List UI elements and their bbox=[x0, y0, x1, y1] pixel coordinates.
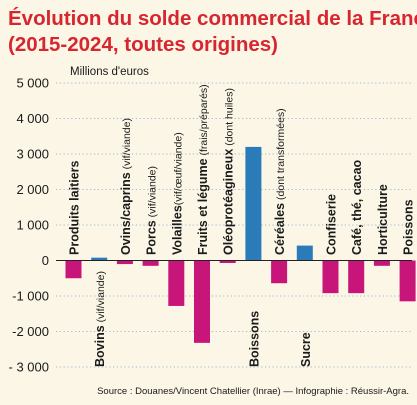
category-label-main: Porcs bbox=[145, 220, 159, 255]
category-label: Fruits et légume (frais/préparés) bbox=[196, 84, 210, 255]
category-label: Sucre bbox=[299, 332, 313, 367]
bars bbox=[65, 146, 416, 343]
y-tick-label: 5 000 bbox=[16, 76, 49, 91]
category-label: Horticulture bbox=[376, 184, 390, 255]
bar bbox=[65, 260, 82, 279]
category-label: Produits laitiers bbox=[68, 160, 82, 255]
y-tick-label: 2 000 bbox=[16, 182, 49, 197]
chart-title: Évolution du solde commercial de la Fran… bbox=[8, 7, 417, 56]
category-label-main: Fruits et légume bbox=[196, 158, 210, 255]
bar bbox=[116, 260, 133, 265]
y-tick-label: - 3 000 bbox=[9, 360, 49, 375]
category-label-sub: (dont transformées) bbox=[275, 108, 287, 203]
source-note: Source : Douanes/Vincent Chatellier (Inr… bbox=[97, 386, 409, 397]
y-tick-label: 4 000 bbox=[16, 111, 49, 126]
y-axis-unit-label: Millions d'euros bbox=[70, 66, 149, 78]
category-label-sub: (dont huiles) bbox=[224, 88, 236, 149]
category-label: Bovins (vif/viande) bbox=[93, 271, 107, 367]
y-axis-ticks: 5 000 4 000 3 000 2 000 1 000 0 -1 000 -2 000 - … bbox=[9, 76, 49, 375]
category-label-sub: (vif/viande) bbox=[121, 118, 133, 172]
category-label: Boissons bbox=[247, 311, 261, 367]
category-label: Céréales (dont transformées) bbox=[273, 108, 287, 255]
category-label-sub: (vif/viande) bbox=[147, 166, 159, 220]
category-label: Ovins/caprins (vif/viande) bbox=[119, 118, 133, 255]
bar bbox=[219, 260, 236, 263]
category-label: Poissons bbox=[402, 199, 416, 255]
y-tick-label: -2 000 bbox=[12, 324, 49, 339]
bar bbox=[271, 260, 288, 284]
bar bbox=[194, 260, 210, 343]
gridlines bbox=[56, 82, 412, 368]
category-label: Volailles(vif/œuf/viande) bbox=[170, 132, 184, 255]
bar bbox=[322, 260, 339, 294]
bar bbox=[142, 260, 159, 266]
y-tick-label: 0 bbox=[42, 253, 49, 268]
bar bbox=[168, 260, 185, 306]
category-label-sub: (frais/préparés) bbox=[198, 84, 210, 158]
category-label: Café, thé, cacao bbox=[350, 159, 364, 255]
category-label-main: Café, thé, cacao bbox=[350, 159, 364, 255]
category-label-main: Poissons bbox=[402, 199, 416, 255]
category-label-main: Volailles bbox=[170, 205, 184, 255]
category-label-main: Oléoprotéagineux bbox=[222, 149, 236, 255]
category-label: Porcs (vif/viande) bbox=[145, 166, 159, 255]
bar bbox=[245, 146, 262, 261]
category-label-sub: (vif/œuf/viande) bbox=[172, 132, 184, 205]
category-label-main: Céréales bbox=[273, 203, 287, 255]
chart-title-line-1: Évolution du solde commercial de la Fran… bbox=[8, 7, 417, 30]
bar bbox=[348, 260, 365, 294]
bar bbox=[91, 257, 108, 261]
category-label-main: Produits laitiers bbox=[68, 160, 82, 255]
category-label-main: Ovins/caprins bbox=[119, 172, 133, 255]
chart-title-line-2: (2015-2024, toutes origines) bbox=[8, 33, 278, 56]
y-tick-label: 3 000 bbox=[16, 147, 49, 162]
bar bbox=[399, 260, 416, 302]
category-label-main: Horticulture bbox=[376, 184, 390, 255]
category-label-main: Bovins bbox=[93, 325, 107, 367]
category-label-main: Confiserie bbox=[325, 194, 339, 255]
category-label-main: Boissons bbox=[247, 311, 261, 367]
category-label-main: Sucre bbox=[299, 332, 313, 367]
y-tick-label: 1 000 bbox=[16, 218, 49, 233]
category-label: Confiserie bbox=[325, 194, 339, 255]
bar bbox=[296, 245, 313, 261]
category-label-sub: (vif/viande) bbox=[95, 271, 107, 325]
y-tick-label: -1 000 bbox=[12, 289, 49, 304]
bar bbox=[373, 260, 390, 266]
category-label: Oléoprotéagineux (dont huiles) bbox=[222, 88, 236, 255]
